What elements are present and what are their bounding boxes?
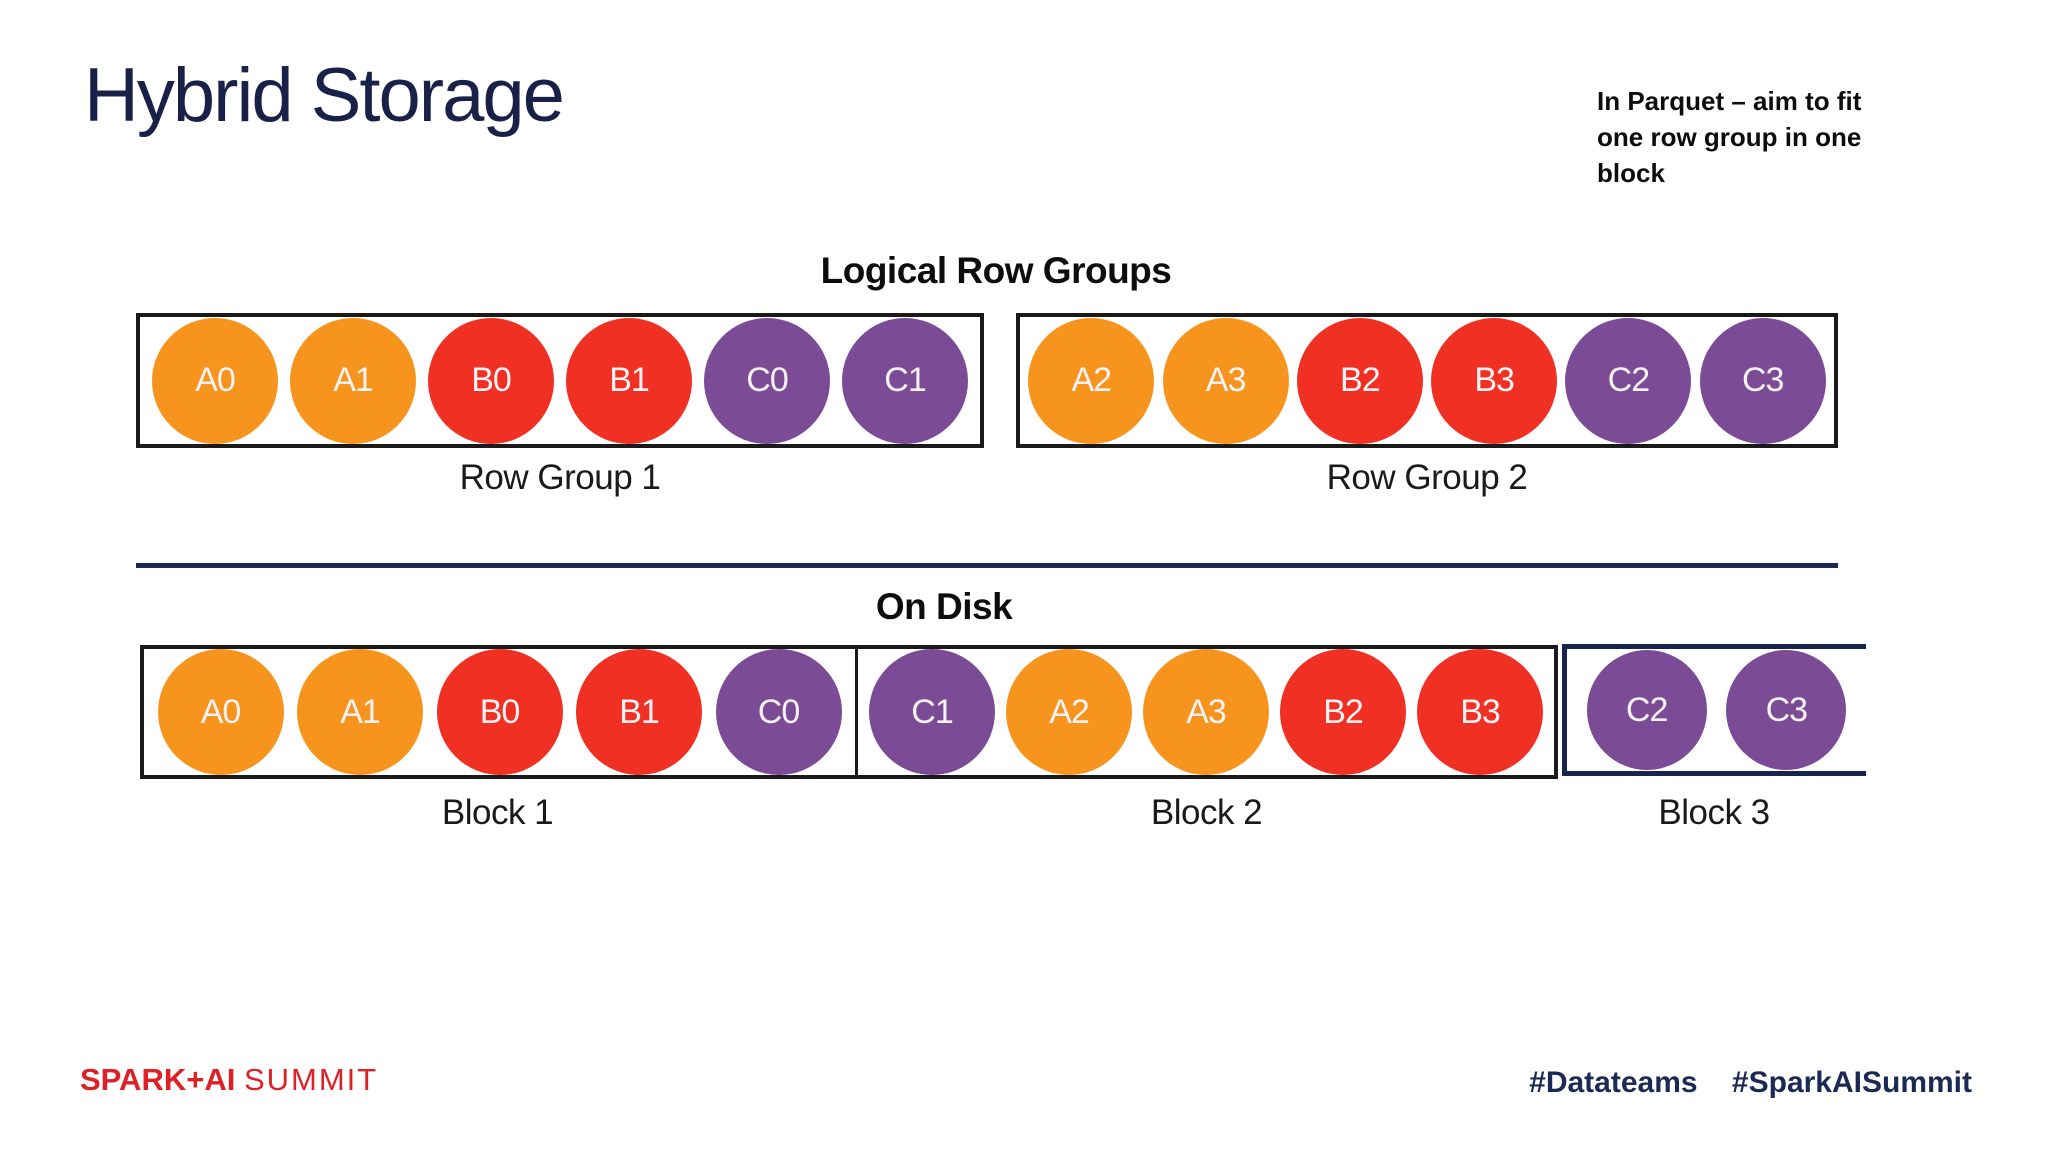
cell-A2: A2 xyxy=(1028,317,1155,444)
row-group-2-label: Row Group 2 xyxy=(1326,458,1528,497)
block-3: C2 C3 xyxy=(1562,644,1866,776)
cell-C1: C1 xyxy=(869,649,995,775)
cell-C0: C0 xyxy=(704,317,830,444)
block-2-label: Block 2 xyxy=(1150,793,1263,832)
cell-B1: B1 xyxy=(576,649,702,775)
cell-C2: C2 xyxy=(1586,650,1707,770)
cell-C0: C0 xyxy=(715,649,842,775)
cell-A3: A3 xyxy=(1143,649,1269,775)
cell-C3: C3 xyxy=(1726,650,1847,770)
page-title: Hybrid Storage xyxy=(84,53,565,138)
cell-A1: A1 xyxy=(290,317,416,444)
cell-B0: B0 xyxy=(436,649,563,775)
cell-B2: B2 xyxy=(1296,317,1423,444)
block-3-label: Block 3 xyxy=(1658,793,1770,832)
cell-B3: B3 xyxy=(1431,317,1558,444)
cell-B0: B0 xyxy=(428,317,554,444)
cell-C2: C2 xyxy=(1565,317,1692,444)
hashtag-datateams: #Datateams xyxy=(1529,1066,1698,1099)
cell-A2: A2 xyxy=(1006,649,1132,775)
cell-A0: A0 xyxy=(152,317,278,444)
block-1-label: Block 1 xyxy=(441,793,554,832)
parquet-note: In Parquet – aim to fit one row group in… xyxy=(1597,86,1862,188)
spark-ai-summit-logo: SPARK+AI SUMMIT xyxy=(80,1062,378,1098)
footer-hashtags: #Datateams #SparkAISummit xyxy=(1529,1066,1972,1100)
cell-A1: A1 xyxy=(297,649,423,775)
logo-spark-ai: SPARK+AI xyxy=(80,1062,236,1097)
row-group-2-box: A2 A3 B2 B3 C2 C3 xyxy=(1016,313,1838,448)
block-2: C1 A2 A3 B2 B3 xyxy=(855,649,1554,775)
cell-B3: B3 xyxy=(1417,649,1543,775)
hashtag-sparkaisummit: #SparkAISummit xyxy=(1731,1066,1972,1099)
cell-A0: A0 xyxy=(157,649,284,775)
logo-summit: SUMMIT xyxy=(243,1062,379,1097)
cell-B2: B2 xyxy=(1280,649,1406,775)
block-1: A0 A1 B0 B1 C0 xyxy=(144,649,855,775)
section-divider-line xyxy=(136,563,1838,568)
logical-row-groups-heading: Logical Row Groups xyxy=(820,250,1172,291)
cell-C1: C1 xyxy=(842,317,968,444)
cell-C3: C3 xyxy=(1699,317,1826,444)
cell-A3: A3 xyxy=(1162,317,1289,444)
row-group-1-box: A0 A1 B0 B1 C0 C1 xyxy=(136,313,984,448)
row-group-1-label: Row Group 1 xyxy=(459,458,661,497)
on-disk-heading: On Disk xyxy=(875,586,1013,627)
disk-blocks-box: A0 A1 B0 B1 C0 C1 A2 A3 B2 B3 xyxy=(140,645,1558,779)
cell-B1: B1 xyxy=(566,317,692,444)
